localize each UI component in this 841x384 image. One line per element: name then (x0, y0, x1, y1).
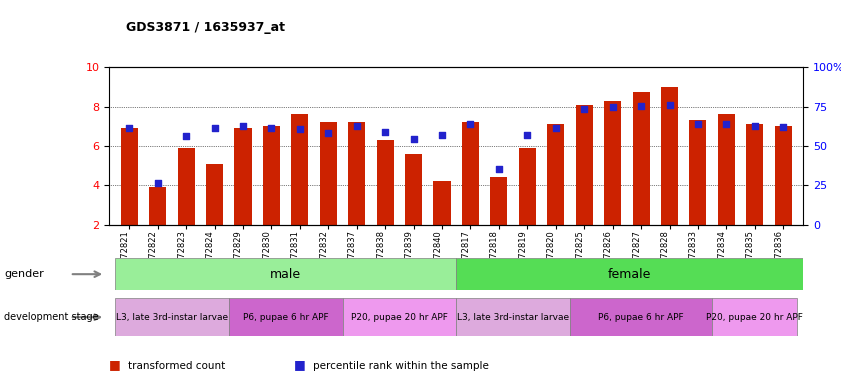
Text: gender: gender (4, 269, 44, 279)
Point (378, 129, 392, 135)
Bar (456, 258, 803, 290)
Text: female: female (608, 268, 652, 281)
Text: GDS3871 / 1635937_at: GDS3871 / 1635937_at (126, 21, 285, 34)
Point (463, 121, 477, 127)
Point (151, 180, 164, 186)
Text: ■: ■ (109, 358, 121, 371)
Bar (342, 298, 456, 336)
Point (606, 104, 619, 110)
Bar (320, 122, 336, 225)
Point (748, 123, 762, 129)
Text: L3, late 3rd-instar larvae: L3, late 3rd-instar larvae (116, 313, 228, 322)
Point (294, 126, 307, 132)
Bar (712, 298, 797, 336)
Point (492, 166, 505, 172)
Bar (547, 124, 564, 225)
Bar (490, 177, 507, 225)
Bar (746, 124, 764, 225)
Bar (121, 128, 138, 225)
Point (265, 125, 278, 131)
Bar (433, 181, 451, 225)
Text: male: male (270, 268, 301, 281)
Point (179, 133, 193, 139)
Text: P6, pupae 6 hr APF: P6, pupae 6 hr APF (598, 313, 684, 322)
Bar (661, 87, 678, 225)
Point (549, 125, 563, 131)
Bar (604, 101, 621, 225)
Text: transformed count: transformed count (128, 361, 225, 371)
Bar (377, 140, 394, 225)
Point (208, 125, 221, 131)
Point (236, 123, 250, 129)
Point (720, 121, 733, 127)
Bar (177, 148, 194, 225)
Bar (519, 148, 536, 225)
Bar (718, 114, 735, 225)
Text: ■: ■ (294, 358, 306, 371)
Bar (775, 126, 791, 225)
Bar (456, 298, 570, 336)
Bar (291, 114, 309, 225)
Text: percentile rank within the sample: percentile rank within the sample (313, 361, 489, 371)
Bar (263, 126, 280, 225)
Point (663, 101, 676, 108)
Point (691, 121, 705, 127)
Bar (149, 187, 167, 225)
Bar (632, 92, 649, 225)
Text: L3, late 3rd-instar larvae: L3, late 3rd-instar larvae (457, 313, 569, 322)
Bar (229, 298, 342, 336)
Bar (690, 120, 706, 225)
Text: P20, pupae 20 hr APF: P20, pupae 20 hr APF (706, 313, 803, 322)
Point (436, 132, 449, 138)
Point (776, 124, 790, 130)
Bar (115, 258, 456, 290)
Text: P6, pupae 6 hr APF: P6, pupae 6 hr APF (243, 313, 329, 322)
Bar (570, 298, 712, 336)
Bar (576, 104, 593, 225)
Bar (206, 164, 223, 225)
Point (350, 123, 363, 129)
Text: development stage: development stage (4, 312, 99, 322)
Point (521, 132, 534, 138)
Point (123, 125, 136, 131)
Point (634, 103, 648, 109)
Bar (462, 122, 479, 225)
Point (321, 130, 335, 136)
Bar (115, 298, 229, 336)
Bar (235, 128, 251, 225)
Point (578, 106, 591, 112)
Point (407, 136, 420, 142)
Bar (405, 154, 422, 225)
Bar (348, 122, 365, 225)
Text: P20, pupae 20 hr APF: P20, pupae 20 hr APF (351, 313, 447, 322)
